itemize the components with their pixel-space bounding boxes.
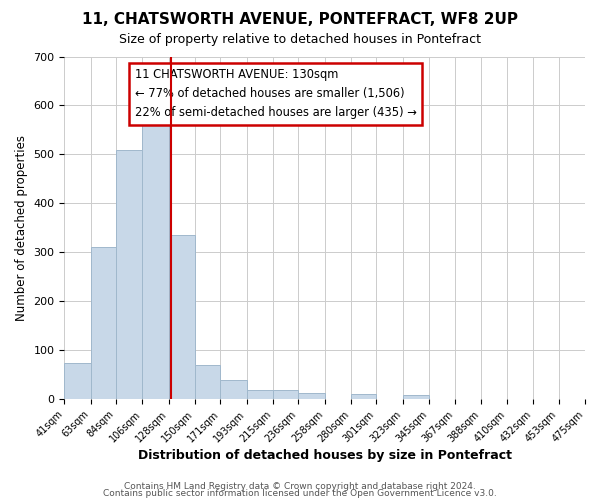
Bar [247, 390, 273, 400]
Bar [64, 362, 91, 400]
Bar [116, 150, 142, 400]
Text: 11 CHATSWORTH AVENUE: 130sqm
← 77% of detached houses are smaller (1,506)
22% of: 11 CHATSWORTH AVENUE: 130sqm ← 77% of de… [134, 68, 416, 120]
Y-axis label: Number of detached properties: Number of detached properties [15, 135, 28, 321]
Bar [142, 116, 169, 400]
Text: Contains HM Land Registry data © Crown copyright and database right 2024.: Contains HM Land Registry data © Crown c… [124, 482, 476, 491]
Bar [220, 380, 247, 400]
Text: 11, CHATSWORTH AVENUE, PONTEFRACT, WF8 2UP: 11, CHATSWORTH AVENUE, PONTEFRACT, WF8 2… [82, 12, 518, 28]
Text: Size of property relative to detached houses in Pontefract: Size of property relative to detached ho… [119, 32, 481, 46]
Text: Contains public sector information licensed under the Open Government Licence v3: Contains public sector information licen… [103, 489, 497, 498]
X-axis label: Distribution of detached houses by size in Pontefract: Distribution of detached houses by size … [138, 450, 512, 462]
Bar [273, 390, 298, 400]
Bar [169, 236, 195, 400]
Bar [351, 394, 376, 400]
Bar [298, 394, 325, 400]
Bar [195, 365, 220, 400]
Bar [403, 396, 429, 400]
Bar [91, 248, 116, 400]
